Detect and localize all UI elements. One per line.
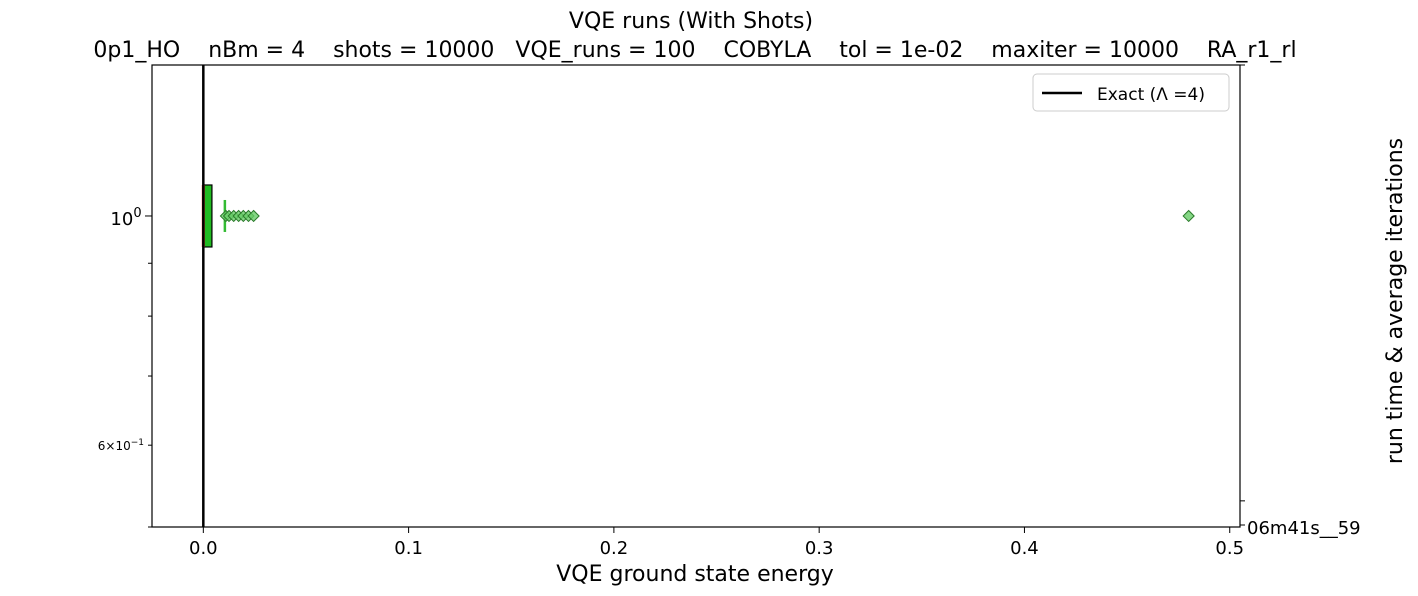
chart-subtitle: 0p1_HO nBm = 4 shots = 10000 VQE_runs = … bbox=[93, 38, 1296, 63]
x-tick-label: 0.1 bbox=[394, 538, 423, 559]
outlier-point bbox=[1182, 209, 1195, 223]
x-tick-label: 0.0 bbox=[189, 538, 218, 559]
legend: Exact (Λ =4) bbox=[1032, 73, 1230, 112]
y-axis-right: 06m41s__59 bbox=[1240, 64, 1361, 539]
plot-frame bbox=[151, 64, 1241, 528]
x-axis: 0.0 0.1 0.2 0.3 0.4 0.5 bbox=[189, 527, 1244, 559]
right-tick-label: 06m41s__59 bbox=[1247, 518, 1361, 539]
y-axis-left: 100 6×10−1 bbox=[98, 206, 152, 528]
x-tick-label: 0.2 bbox=[600, 538, 629, 559]
y-minor-tick-label: 6×10−1 bbox=[98, 438, 144, 453]
legend-box bbox=[1032, 73, 1230, 112]
y-major-tick-label: 100 bbox=[110, 206, 141, 230]
x-axis-label: VQE ground state energy bbox=[556, 562, 833, 587]
plot-area bbox=[201, 65, 1195, 527]
outlier-point bbox=[247, 209, 260, 223]
x-tick-label: 0.5 bbox=[1215, 538, 1244, 559]
right-axis-label: run time & average iterations bbox=[1383, 138, 1408, 464]
chart-title: VQE runs (With Shots) bbox=[569, 9, 813, 34]
x-tick-label: 0.4 bbox=[1010, 538, 1039, 559]
x-tick-label: 0.3 bbox=[805, 538, 834, 559]
legend-label: Exact (Λ =4) bbox=[1097, 85, 1205, 105]
